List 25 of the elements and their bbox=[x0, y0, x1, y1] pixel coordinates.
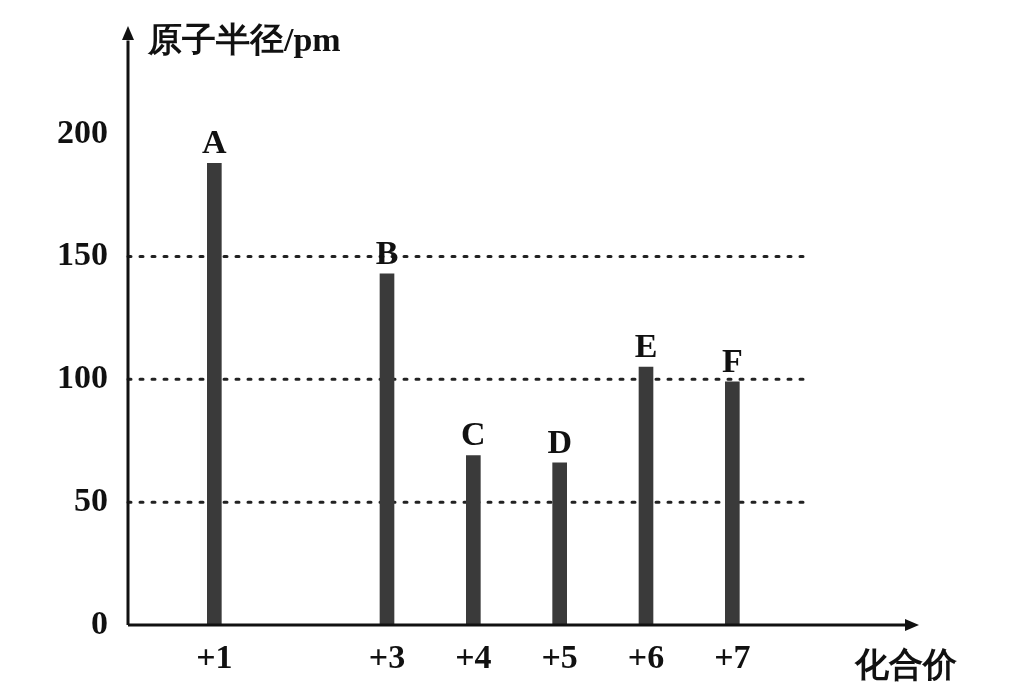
annotation: C bbox=[461, 415, 486, 453]
bar bbox=[466, 455, 481, 625]
y-tick-label: 0 bbox=[91, 603, 108, 641]
annotation: D bbox=[547, 422, 572, 460]
bar bbox=[725, 381, 740, 625]
y-axis-title: 原子半径/pm bbox=[147, 20, 341, 58]
x-tick-label: +4 bbox=[455, 638, 492, 676]
bar bbox=[638, 366, 654, 625]
annotation: A bbox=[202, 123, 228, 160]
annotation: B bbox=[375, 233, 399, 271]
x-tick-label: +6 bbox=[627, 638, 665, 676]
x-tick-label: +1 bbox=[196, 638, 233, 676]
x-tick-label: +7 bbox=[714, 638, 751, 676]
y-tick-label: 50 bbox=[74, 480, 108, 518]
annotation: E bbox=[634, 326, 658, 364]
bar bbox=[207, 162, 222, 625]
y-tick-label: 100 bbox=[57, 358, 108, 396]
bar bbox=[379, 273, 395, 625]
y-tick-label: 200 bbox=[57, 112, 108, 150]
y-tick-label: 150 bbox=[57, 235, 108, 273]
annotation: F bbox=[721, 341, 743, 379]
x-tick-label: +3 bbox=[368, 638, 406, 676]
x-tick-label: +5 bbox=[541, 638, 578, 676]
bar bbox=[552, 462, 567, 625]
x-axis-title: 化合价 bbox=[854, 645, 958, 683]
